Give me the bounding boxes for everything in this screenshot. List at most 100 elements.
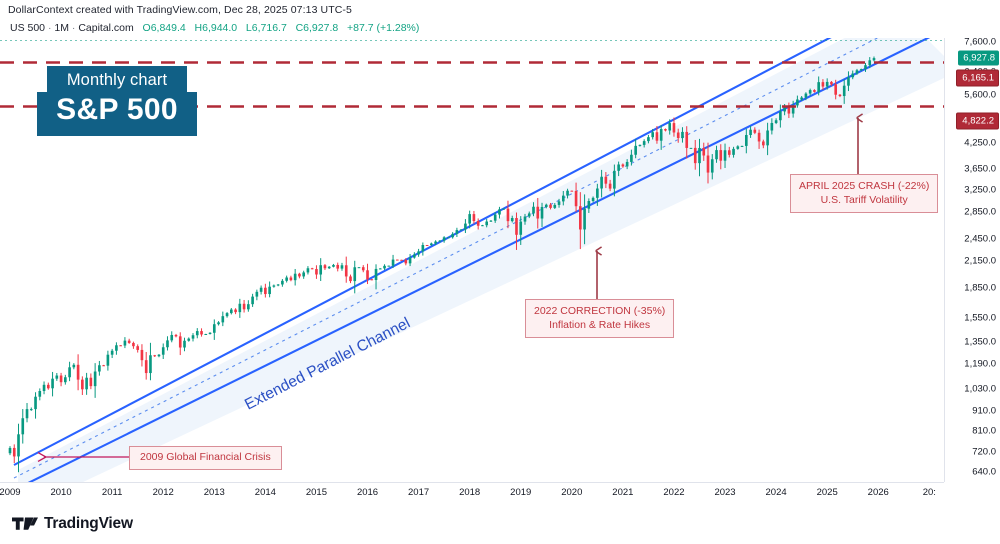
- candle-body[interactable]: [268, 286, 271, 295]
- candle-body[interactable]: [744, 135, 748, 146]
- price-scale[interactable]: 7,600.06,400.05,600.04,250.03,650.03,250…: [944, 37, 1000, 482]
- candle-body[interactable]: [259, 287, 263, 292]
- candle-body[interactable]: [144, 360, 148, 374]
- candle-body[interactable]: [638, 144, 642, 146]
- candle-body[interactable]: [127, 340, 131, 343]
- candle-body[interactable]: [808, 90, 812, 94]
- candle-body[interactable]: [319, 265, 323, 275]
- candle-body[interactable]: [736, 146, 740, 149]
- candle-body[interactable]: [12, 447, 16, 457]
- candle-body[interactable]: [272, 285, 276, 287]
- candle-body[interactable]: [361, 267, 365, 271]
- candle-body[interactable]: [791, 105, 795, 114]
- candle-body[interactable]: [506, 208, 510, 222]
- candle-body[interactable]: [825, 81, 829, 87]
- candle-body[interactable]: [766, 130, 769, 146]
- candle-body[interactable]: [459, 229, 463, 231]
- candle-body[interactable]: [710, 159, 714, 173]
- candle-body[interactable]: [327, 266, 331, 269]
- candle-body[interactable]: [68, 367, 71, 378]
- candle-body[interactable]: [110, 350, 114, 355]
- candle-body[interactable]: [659, 129, 663, 141]
- candle-body[interactable]: [498, 209, 501, 215]
- candle-body[interactable]: [212, 324, 216, 333]
- candle-body[interactable]: [93, 371, 97, 387]
- candle-body[interactable]: [289, 277, 293, 281]
- candle-body[interactable]: [17, 434, 20, 457]
- candle-body[interactable]: [264, 287, 267, 295]
- candle-body[interactable]: [344, 265, 348, 277]
- candle-body[interactable]: [561, 195, 565, 202]
- candle-body[interactable]: [293, 273, 297, 281]
- candle-body[interactable]: [315, 269, 318, 275]
- candle-body[interactable]: [672, 123, 676, 133]
- candle-body[interactable]: [221, 316, 225, 323]
- candle-body[interactable]: [140, 349, 144, 361]
- candle-body[interactable]: [242, 303, 246, 310]
- candle-body[interactable]: [85, 377, 88, 390]
- candle-body[interactable]: [685, 131, 689, 148]
- candle-body[interactable]: [238, 303, 242, 313]
- candle-body[interactable]: [642, 141, 646, 145]
- candle-body[interactable]: [247, 304, 250, 310]
- candle-body[interactable]: [732, 148, 735, 155]
- candle-body[interactable]: [604, 176, 608, 184]
- candle-body[interactable]: [255, 291, 259, 297]
- candle-body[interactable]: [178, 336, 182, 348]
- candle-body[interactable]: [783, 106, 786, 112]
- candle-body[interactable]: [706, 155, 710, 173]
- candle-body[interactable]: [553, 204, 557, 208]
- candle-body[interactable]: [634, 145, 637, 155]
- candle-body[interactable]: [310, 268, 314, 270]
- candle-body[interactable]: [464, 223, 467, 230]
- candle-body[interactable]: [787, 106, 791, 114]
- candle-body[interactable]: [421, 245, 425, 252]
- candle-body[interactable]: [38, 391, 42, 397]
- candle-body[interactable]: [417, 251, 420, 255]
- candle-body[interactable]: [89, 377, 93, 387]
- candle-body[interactable]: [693, 147, 697, 164]
- candle-body[interactable]: [540, 206, 544, 219]
- candle-body[interactable]: [617, 164, 620, 171]
- candle-body[interactable]: [306, 268, 310, 273]
- candle-body[interactable]: [234, 309, 237, 313]
- candle-body[interactable]: [170, 334, 174, 341]
- candle-body[interactable]: [591, 197, 595, 202]
- chart-plot-area[interactable]: Extended Parallel Channel: [0, 38, 944, 482]
- candle-body[interactable]: [702, 147, 706, 156]
- candle-body[interactable]: [42, 384, 46, 392]
- candle-body[interactable]: [336, 264, 340, 269]
- candle-body[interactable]: [132, 342, 135, 347]
- candle-body[interactable]: [549, 204, 552, 208]
- candle-body[interactable]: [723, 150, 727, 161]
- candle-body[interactable]: [442, 237, 446, 241]
- candle-body[interactable]: [136, 346, 140, 350]
- candle-body[interactable]: [400, 259, 403, 261]
- candle-body[interactable]: [374, 268, 378, 281]
- candle-body[interactable]: [855, 70, 859, 74]
- candle-body[interactable]: [425, 245, 429, 247]
- candle-body[interactable]: [779, 111, 782, 121]
- symbol-name[interactable]: US 500: [10, 22, 46, 34]
- candle-body[interactable]: [519, 221, 523, 235]
- candle-body[interactable]: [281, 280, 284, 285]
- candle-body[interactable]: [681, 131, 684, 139]
- candle-body[interactable]: [774, 120, 778, 123]
- candle-body[interactable]: [404, 259, 408, 264]
- candle-body[interactable]: [59, 375, 63, 383]
- candle-body[interactable]: [29, 409, 33, 411]
- candle-body[interactable]: [574, 190, 578, 207]
- candle-body[interactable]: [383, 265, 386, 269]
- candle-body[interactable]: [149, 355, 152, 374]
- candle-body[interactable]: [225, 313, 229, 317]
- candle-body[interactable]: [749, 129, 752, 136]
- candle-body[interactable]: [668, 123, 672, 131]
- candle-body[interactable]: [8, 447, 12, 454]
- candle-body[interactable]: [689, 147, 693, 149]
- interval-label[interactable]: 1M: [54, 22, 69, 34]
- candle-body[interactable]: [608, 183, 612, 189]
- candle-body[interactable]: [276, 284, 280, 286]
- candle-body[interactable]: [587, 201, 591, 209]
- candle-body[interactable]: [868, 60, 872, 66]
- candle-body[interactable]: [76, 364, 80, 380]
